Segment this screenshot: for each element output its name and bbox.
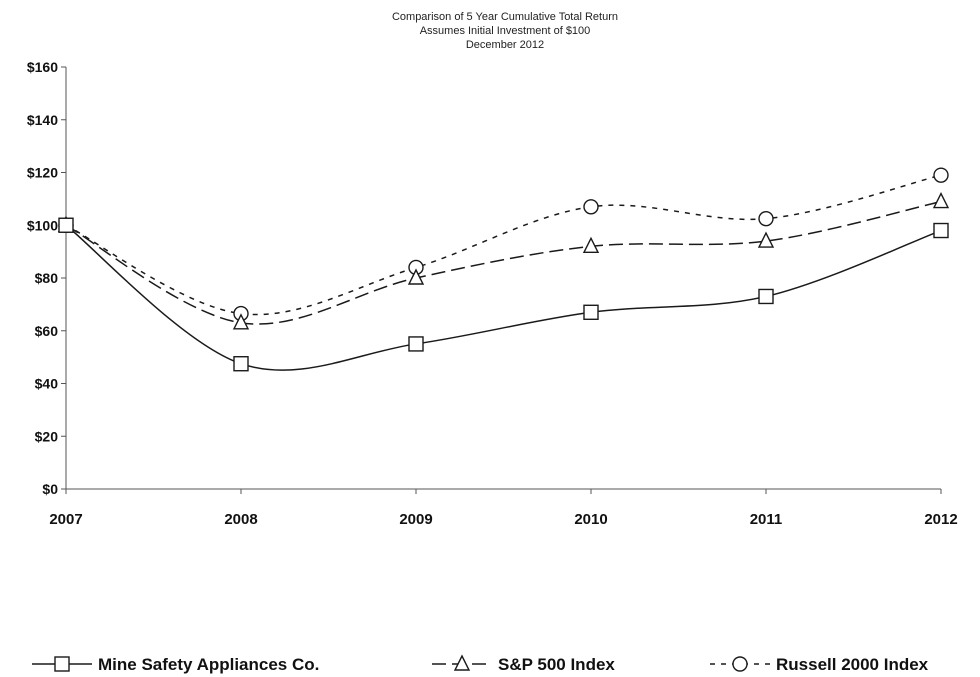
square-marker [583,304,599,320]
axes: $0 $20 $40 $60 $80 $100 $120 $140 $160 2007 2008 20… [27,59,958,528]
legend-item-s-p-500-index: S&P 500 Index [432,654,615,674]
y-tick-label: $140 [27,112,58,128]
circle-marker [583,199,599,215]
triangle-marker [232,313,250,330]
y-tick-label: $60 [35,323,59,339]
legend-circle-marker [732,656,748,672]
y-tick-label: $80 [35,270,59,286]
legend-label: Russell 2000 Index [776,655,929,674]
circle-marker [933,167,949,183]
x-tick-label: 2010 [574,511,607,528]
legend-triangle-marker [453,654,471,671]
square-marker [58,217,74,233]
x-tick-label: 2009 [399,511,432,528]
series-line [65,174,942,316]
series-layer [57,167,950,372]
legend-item-mine-safety-appliances-co: Mine Safety Appliances Co. [32,655,319,674]
series-s-p-500-index [57,191,950,330]
triangle-marker [932,191,950,209]
y-tick-label: $100 [27,217,58,233]
square-marker [408,336,424,352]
y-tick-label: $20 [35,428,59,444]
legend-label: S&P 500 Index [498,655,615,674]
triangle-marker [757,231,775,248]
series-line [65,224,942,371]
x-tick-label: 2008 [224,511,257,528]
x-tick-label: 2012 [924,511,957,528]
chart-title-line-1: Comparison of 5 Year Cumulative Total Re… [392,11,618,23]
triangle-marker [582,236,600,254]
circle-marker [758,210,774,227]
series-mine-safety-appliances-co [58,217,949,372]
chart-title-line-2: Assumes Initial Investment of $100 [420,25,591,37]
y-tick-label: $40 [35,376,59,392]
y-tick-label: $0 [42,481,58,497]
y-tick-label: $120 [27,165,58,181]
legend-square-marker [54,656,70,672]
legend: Mine Safety Appliances Co. S&P 500 Index R… [32,654,929,674]
square-marker [758,288,774,305]
square-marker [233,356,249,372]
y-tick-label: $160 [27,59,58,75]
x-tick-label: 2011 [750,511,783,528]
legend-label: Mine Safety Appliances Co. [98,655,319,674]
chart-title: Comparison of 5 Year Cumulative Total Re… [392,11,618,51]
series-line [65,200,942,325]
triangle-marker [407,268,425,285]
x-tick-label: 2007 [49,511,82,528]
series-russell-2000-index [58,167,949,322]
square-marker [933,222,949,239]
chart-title-line-3: December 2012 [466,39,544,51]
legend-item-russell-2000-index: Russell 2000 Index [710,655,929,674]
